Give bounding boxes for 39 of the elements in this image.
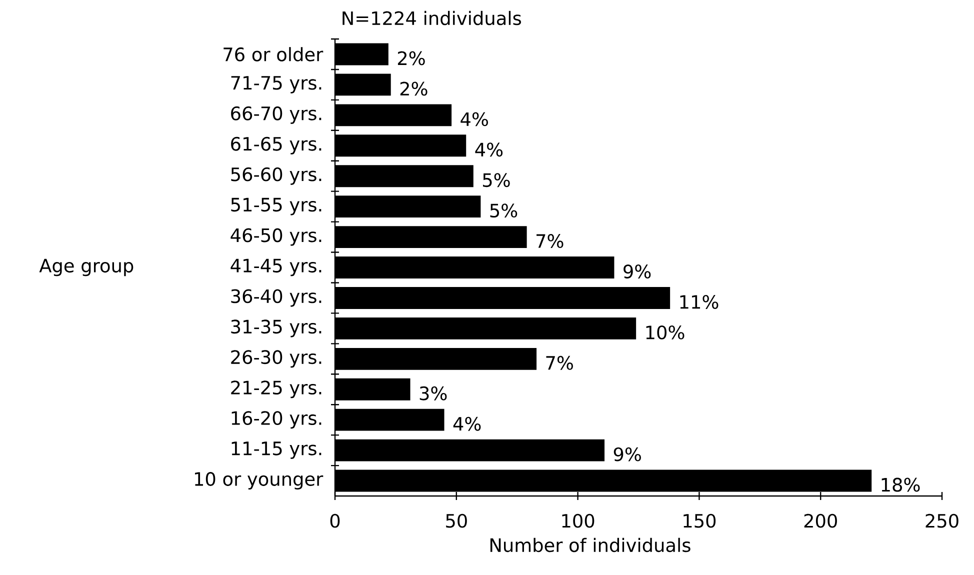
y-tick-label: 61-65 yrs. xyxy=(231,136,322,154)
annotation: 5% xyxy=(490,204,518,218)
y-tick-label: 36-40 yrs. xyxy=(231,289,322,307)
annotation: 4% xyxy=(453,416,481,431)
annotation: 4% xyxy=(460,112,488,126)
y-axis-title: Age group xyxy=(39,258,134,276)
y-tick-label: 31-35 yrs. xyxy=(231,320,322,338)
annotation: 4% xyxy=(475,142,503,157)
y-tick-label: 11-15 yrs. xyxy=(232,442,322,459)
annotation: 9% xyxy=(624,264,651,278)
annotation: 3% xyxy=(420,386,447,400)
annotation: 2% xyxy=(398,51,425,66)
chart-title: N=1224 individuals xyxy=(342,10,521,26)
x-tick-label: 100 xyxy=(562,514,594,528)
y-tick-label: 56-60 yrs. xyxy=(231,167,322,185)
annotation: 10% xyxy=(646,325,684,340)
y-tick-label: 16-20 yrs. xyxy=(232,411,322,429)
annotation: 5% xyxy=(483,173,510,188)
y-tick-label: 21-25 yrs. xyxy=(231,380,322,398)
y-tick-label: 41-45 yrs. xyxy=(230,258,322,276)
annotation: 11% xyxy=(680,294,718,309)
x-tick-label: 150 xyxy=(684,514,716,528)
y-tick-label: 76 or older xyxy=(224,47,324,62)
y-tick-label: 51-55 yrs. xyxy=(231,198,322,216)
x-tick-label: 0 xyxy=(330,514,340,528)
annotation: 2% xyxy=(400,82,428,96)
x-tick-label: 50 xyxy=(446,514,467,528)
annotation: 18% xyxy=(882,478,920,492)
x-axis-title: Number of individuals xyxy=(490,538,690,552)
y-tick-label: 10 or younger xyxy=(195,472,324,490)
y-tick-label: 26-30 yrs. xyxy=(231,350,322,368)
annotation: 7% xyxy=(546,356,573,370)
annotation: 7% xyxy=(536,234,564,248)
x-tick-label: 200 xyxy=(804,514,837,528)
x-tick-label: 250 xyxy=(926,514,958,528)
annotation: 9% xyxy=(614,447,641,462)
y-tick-label: 66-70 yrs. xyxy=(231,106,322,124)
y-tick-label: 46-50 yrs. xyxy=(230,228,322,246)
y-tick-label: 71-75 yrs. xyxy=(231,76,322,94)
